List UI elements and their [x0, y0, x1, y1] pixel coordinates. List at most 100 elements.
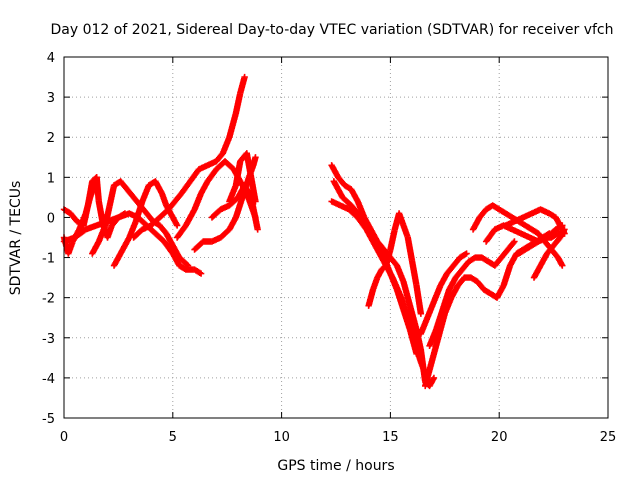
- data-point: [546, 210, 558, 220]
- series-arc7: [173, 158, 259, 241]
- data-point: [504, 239, 517, 253]
- data-marks: [60, 73, 568, 390]
- data-point: [413, 350, 420, 358]
- data-point: [226, 111, 239, 141]
- data-point: [498, 247, 511, 261]
- data-point: [467, 274, 480, 285]
- series-arc20: [502, 206, 568, 237]
- data-point: [93, 174, 100, 181]
- data-point: [528, 239, 541, 249]
- data-point: [400, 222, 411, 240]
- series-arc16: [426, 238, 518, 349]
- data-point: [130, 227, 145, 241]
- y-tick-label: 3: [47, 91, 55, 106]
- data-point: [417, 310, 425, 317]
- series-arc13: [330, 178, 420, 358]
- x-tick-label: 0: [60, 430, 68, 445]
- data-point: [67, 210, 80, 224]
- data-point: [252, 154, 259, 161]
- data-point: [439, 287, 452, 313]
- data-point: [417, 315, 430, 337]
- data-point: [117, 235, 132, 257]
- data-point: [387, 227, 398, 253]
- data-point: [232, 195, 246, 221]
- data-point: [548, 231, 560, 241]
- data-point: [511, 238, 518, 245]
- data-point: [341, 182, 354, 192]
- data-point: [152, 230, 167, 244]
- data-point: [232, 91, 244, 117]
- data-point: [528, 226, 541, 236]
- data-point: [456, 251, 469, 261]
- data-point: [197, 270, 205, 277]
- data-point: [406, 326, 420, 356]
- x-tick-label: 20: [491, 430, 508, 445]
- data-point: [491, 255, 504, 269]
- data-point: [561, 230, 568, 237]
- data-point: [126, 219, 139, 241]
- data-point: [482, 227, 498, 245]
- data-point: [330, 178, 346, 200]
- data-point: [187, 167, 202, 185]
- data-point: [480, 286, 493, 297]
- data-point: [432, 307, 446, 333]
- x-tick-label: 25: [600, 430, 617, 445]
- series-arc9: [208, 182, 261, 233]
- data-point: [400, 278, 413, 308]
- data-point: [354, 198, 367, 220]
- data-point: [156, 222, 169, 236]
- data-point: [247, 194, 261, 232]
- y-tick-label: 2: [47, 131, 55, 146]
- plot-frame: [63, 56, 609, 419]
- data-point: [191, 266, 203, 276]
- data-point: [219, 135, 232, 157]
- data-point: [213, 151, 226, 165]
- data-point: [408, 258, 420, 288]
- data-point: [176, 254, 191, 268]
- data-point: [76, 211, 89, 233]
- data-point: [208, 207, 223, 221]
- data-point: [176, 262, 188, 272]
- data-point: [237, 75, 248, 97]
- x-tick-label: 5: [169, 430, 177, 445]
- data-point: [378, 263, 389, 273]
- data-point: [502, 210, 515, 220]
- data-point: [443, 263, 456, 277]
- y-tick-label: -1: [42, 252, 55, 267]
- data-point: [171, 191, 184, 205]
- data-point: [191, 239, 206, 253]
- data-point: [435, 312, 448, 341]
- data-point: [428, 336, 442, 366]
- data-point: [173, 223, 189, 241]
- x-tick-label: 15: [382, 430, 399, 445]
- y-tick-label: 4: [47, 51, 55, 66]
- data-point: [217, 227, 232, 241]
- series-arc6: [130, 73, 248, 241]
- data-point: [406, 302, 420, 332]
- data-point: [123, 186, 136, 200]
- y-tick-label: 0: [47, 211, 55, 226]
- data-point: [476, 207, 489, 221]
- data-point: [450, 255, 463, 269]
- data-point: [559, 262, 566, 269]
- data-point: [221, 158, 236, 172]
- data-point: [496, 206, 508, 216]
- data-point: [184, 262, 192, 269]
- series-arc5: [110, 178, 181, 269]
- y-tick-label: -5: [42, 412, 55, 427]
- data-point: [459, 259, 472, 273]
- data-point: [334, 174, 347, 188]
- y-tick-label: -4: [42, 372, 55, 387]
- chart-title: Day 012 of 2021, Sidereal Day-to-day VTE…: [50, 22, 613, 38]
- series-arc14: [365, 210, 425, 317]
- data-point: [452, 267, 465, 281]
- data-point: [139, 183, 152, 205]
- data-point: [393, 262, 407, 284]
- data-point: [463, 250, 470, 257]
- data-point: [422, 360, 435, 390]
- data-point: [71, 227, 88, 241]
- data-point: [226, 195, 241, 209]
- data-point: [430, 283, 444, 305]
- data-point: [387, 270, 400, 292]
